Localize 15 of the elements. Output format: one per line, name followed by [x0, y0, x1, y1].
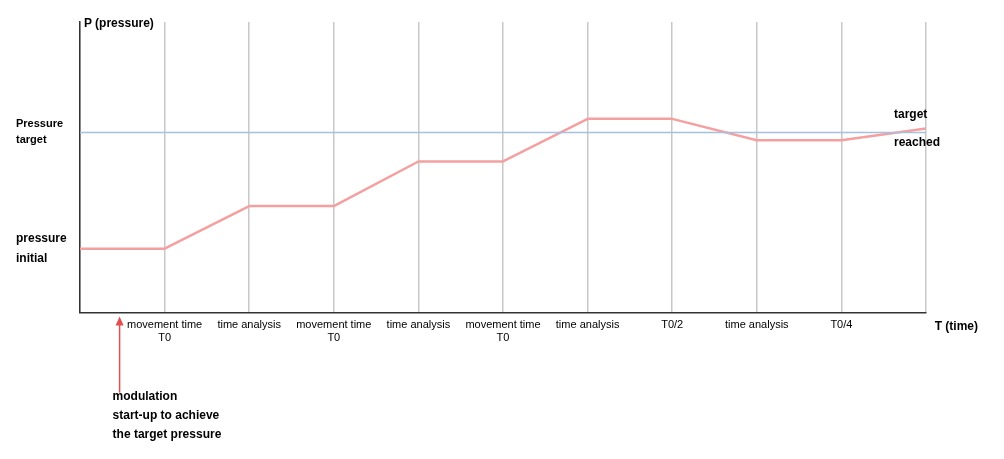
x-tick-label: time analysis	[217, 318, 282, 331]
x-tick-label: time analysis	[386, 318, 451, 331]
ref-line-label: Pressure target	[16, 117, 64, 146]
x-axis-title: T (time)	[934, 318, 978, 333]
x-tick-label: T0/2	[661, 318, 684, 331]
x-tick-label: time analysis	[725, 318, 790, 331]
text: modulation start-up to achieve the target pressure	[112, 388, 222, 441]
x-tick-label: movement time T0	[296, 318, 372, 344]
x-tick-label: time analysis	[555, 318, 620, 331]
x-tick-label: movement time T0	[465, 318, 541, 344]
x-tick-label: T0/4	[830, 318, 853, 331]
text: pressure initial	[16, 230, 68, 265]
annotation: target reached	[894, 106, 941, 149]
text: P (pressure)	[84, 16, 154, 31]
x-tick-label: movement time T0	[127, 318, 203, 344]
